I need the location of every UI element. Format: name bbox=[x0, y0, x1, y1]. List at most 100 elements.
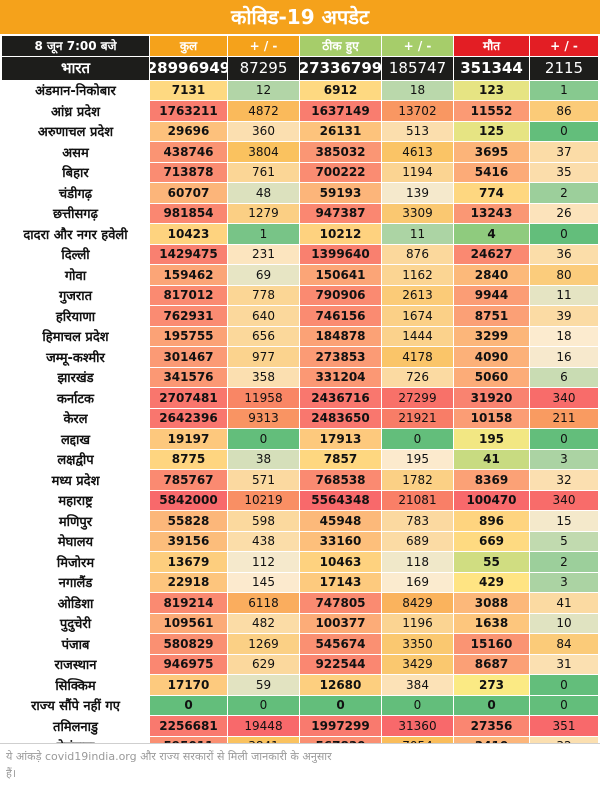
table-row: हरियाणा 762931 640 746156 1674 8751 39 bbox=[2, 306, 598, 327]
deaths-change-cell: 0 bbox=[530, 429, 598, 449]
total-change-cell: 360 bbox=[228, 121, 300, 141]
state-name: छत्तीसगढ़ bbox=[2, 203, 150, 223]
table-row: मेघालय 39156 438 33160 689 669 5 bbox=[2, 531, 598, 552]
deaths-cell: 4 bbox=[454, 224, 530, 244]
deaths-change-cell: 26 bbox=[530, 203, 598, 223]
state-name: केरल bbox=[2, 408, 150, 428]
deaths-cell: 125 bbox=[454, 121, 530, 141]
deaths-cell: 41 bbox=[454, 449, 530, 469]
total-cell: 17170 bbox=[150, 675, 228, 695]
recovered-change-cell: 139 bbox=[382, 183, 454, 203]
state-name: हरियाणा bbox=[2, 306, 150, 326]
total-change-cell: 10219 bbox=[228, 490, 300, 510]
recovered-change-cell: 2613 bbox=[382, 285, 454, 305]
deaths-cell: 774 bbox=[454, 183, 530, 203]
total-change-header: + / - bbox=[228, 36, 300, 56]
recovered-change-cell: 689 bbox=[382, 531, 454, 551]
total-change-cell: 761 bbox=[228, 162, 300, 182]
total-cell: 2256681 bbox=[150, 716, 228, 736]
table-row: जम्मू-कश्मीर 301467 977 273853 4178 4090 16 bbox=[2, 347, 598, 368]
recovered-cell: 17143 bbox=[300, 572, 382, 592]
recovered-change-cell: 726 bbox=[382, 367, 454, 387]
recovered-cell: 12680 bbox=[300, 675, 382, 695]
total-change-cell: 438 bbox=[228, 531, 300, 551]
total-change-cell: 1269 bbox=[228, 634, 300, 654]
deaths-cell: 0 bbox=[454, 695, 530, 715]
recovered-cell: 947387 bbox=[300, 203, 382, 223]
recovered-change-cell: 4178 bbox=[382, 347, 454, 367]
recovered-change-cell: 118 bbox=[382, 552, 454, 572]
total-change-cell: 1 bbox=[228, 224, 300, 244]
table-row: तमिलनाडु 2256681 19448 1997299 31360 27356 351 bbox=[2, 716, 598, 737]
total-change-cell: 778 bbox=[228, 285, 300, 305]
recovered-change-cell: 11 bbox=[382, 224, 454, 244]
recovered-change-cell: 384 bbox=[382, 675, 454, 695]
recovered-cell: 1637149 bbox=[300, 101, 382, 121]
recovered-cell: 768538 bbox=[300, 470, 382, 490]
recovered-change-cell: 169 bbox=[382, 572, 454, 592]
recovered-cell: 331204 bbox=[300, 367, 382, 387]
deaths-cell: 4090 bbox=[454, 347, 530, 367]
deaths-change-cell: 5 bbox=[530, 531, 598, 551]
recovered-cell: 184878 bbox=[300, 326, 382, 346]
deaths-cell: 3299 bbox=[454, 326, 530, 346]
total-change-cell: 112 bbox=[228, 552, 300, 572]
deaths-change-cell: 3 bbox=[530, 449, 598, 469]
india-total: 28996949 bbox=[150, 56, 228, 80]
total-change-cell: 48 bbox=[228, 183, 300, 203]
total-change-cell: 0 bbox=[228, 695, 300, 715]
state-name: सिक्किम bbox=[2, 675, 150, 695]
table-row: सिक्किम 17170 59 12680 384 273 0 bbox=[2, 675, 598, 696]
state-name: गोवा bbox=[2, 265, 150, 285]
deaths-change-cell: 0 bbox=[530, 224, 598, 244]
recovered-cell: 100377 bbox=[300, 613, 382, 633]
table-row: हिमाचल प्रदेश 195755 656 184878 1444 3299 18 bbox=[2, 326, 598, 347]
total-cell: 29696 bbox=[150, 121, 228, 141]
total-cell: 713878 bbox=[150, 162, 228, 182]
total-change-cell: 231 bbox=[228, 244, 300, 264]
india-total-change: 87295 bbox=[228, 56, 300, 80]
recovered-change-cell: 1444 bbox=[382, 326, 454, 346]
recovered-cell: 1399640 bbox=[300, 244, 382, 264]
total-change-cell: 977 bbox=[228, 347, 300, 367]
page-title: कोविड-19 अपडेट bbox=[0, 0, 600, 34]
deaths-change-cell: 6 bbox=[530, 367, 598, 387]
deaths-change-cell: 80 bbox=[530, 265, 598, 285]
state-name: लक्षद्वीप bbox=[2, 449, 150, 469]
total-change-cell: 6118 bbox=[228, 593, 300, 613]
state-name: पुदुचेरी bbox=[2, 613, 150, 633]
date-header: 8 जून 7:00 बजे bbox=[2, 36, 150, 56]
deaths-cell: 27356 bbox=[454, 716, 530, 736]
state-name: असम bbox=[2, 142, 150, 162]
total-cell: 981854 bbox=[150, 203, 228, 223]
total-change-cell: 0 bbox=[228, 429, 300, 449]
source-note: ये आंकड़े covid19india.org और राज्य सरका… bbox=[6, 750, 332, 780]
india-deaths-change: 2115 bbox=[530, 56, 598, 80]
deaths-cell: 8751 bbox=[454, 306, 530, 326]
deaths-cell: 31920 bbox=[454, 388, 530, 408]
data-grid: 8 जून 7:00 बजे कुल + / - ठीक हुए + / - म… bbox=[2, 36, 598, 757]
table-row: पुदुचेरी 109561 482 100377 1196 1638 10 bbox=[2, 613, 598, 634]
total-change-cell: 656 bbox=[228, 326, 300, 346]
recovered-change-cell: 27299 bbox=[382, 388, 454, 408]
total-cell: 580829 bbox=[150, 634, 228, 654]
india-deaths: 351344 bbox=[454, 56, 530, 80]
total-cell: 39156 bbox=[150, 531, 228, 551]
deaths-cell: 5416 bbox=[454, 162, 530, 182]
recovered-cell: 273853 bbox=[300, 347, 382, 367]
total-cell: 1429475 bbox=[150, 244, 228, 264]
recovered-change-cell: 1162 bbox=[382, 265, 454, 285]
total-change-cell: 640 bbox=[228, 306, 300, 326]
recovered-cell: 26131 bbox=[300, 121, 382, 141]
total-cell: 109561 bbox=[150, 613, 228, 633]
total-header: कुल bbox=[150, 36, 228, 56]
total-change-cell: 4872 bbox=[228, 101, 300, 121]
recovered-change-cell: 31360 bbox=[382, 716, 454, 736]
recovered-cell: 2436716 bbox=[300, 388, 382, 408]
recovered-change-cell: 783 bbox=[382, 511, 454, 531]
deaths-cell: 5060 bbox=[454, 367, 530, 387]
state-rows: अंडमान-निकोबार 7131 12 6912 18 123 1 आंध्र प्रद… bbox=[2, 80, 598, 757]
recovered-cell: 33160 bbox=[300, 531, 382, 551]
state-name: मेघालय bbox=[2, 531, 150, 551]
total-cell: 13679 bbox=[150, 552, 228, 572]
